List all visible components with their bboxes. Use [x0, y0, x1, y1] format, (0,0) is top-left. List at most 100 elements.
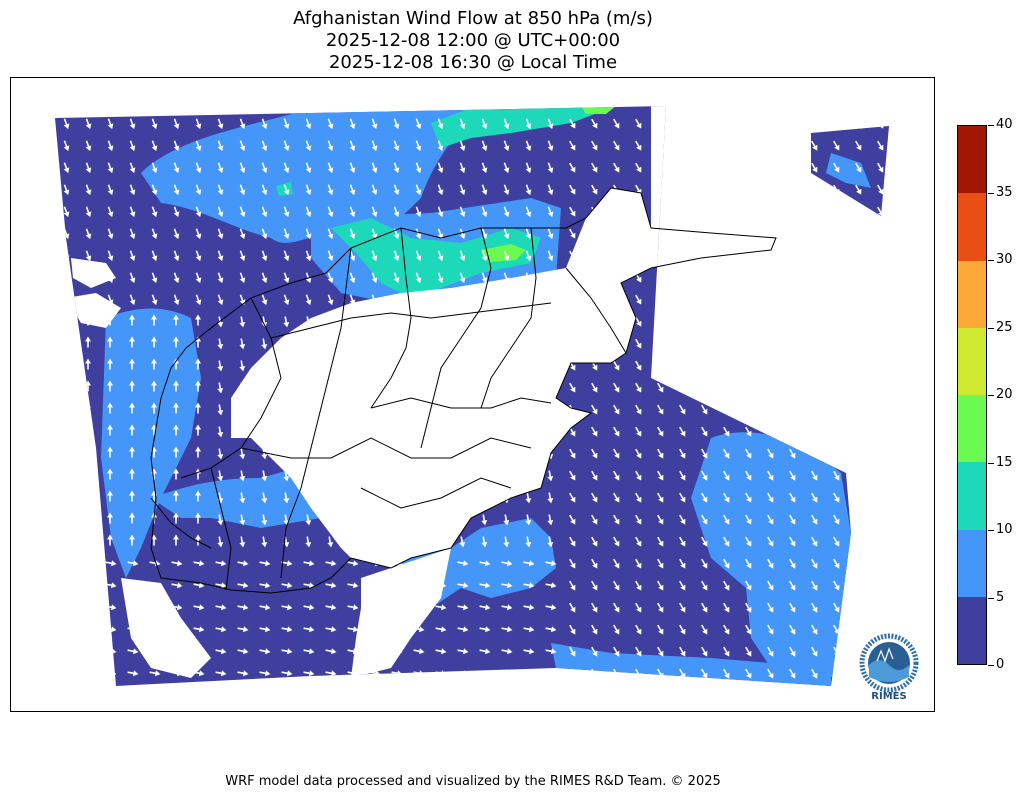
- wind-arrow-head: [88, 582, 95, 589]
- wind-arrow: [811, 404, 817, 414]
- wind-arrow-head: [283, 497, 290, 504]
- wind-arrow-head: [768, 628, 774, 635]
- wind-arrow-head: [746, 562, 752, 569]
- wind-arrow-head: [724, 540, 730, 547]
- wind-arrow-head: [239, 277, 246, 284]
- wind-arrow-head: [437, 255, 444, 262]
- wind-arrow-head: [768, 584, 774, 591]
- wind-arrow-head: [658, 518, 664, 525]
- wind-arrow-head: [768, 452, 774, 459]
- wind-arrow-head: [658, 386, 664, 393]
- wind-arrow-head: [198, 648, 205, 655]
- wind-arrow-head: [481, 409, 488, 416]
- wind-arrow-head: [305, 453, 312, 460]
- wind-arrow-head: [484, 626, 491, 633]
- wind-arrow-head: [349, 255, 356, 262]
- wind-arrow-head: [481, 497, 488, 504]
- wind-arrow-head: [371, 497, 378, 504]
- wind-arrow-head: [85, 534, 91, 540]
- wind-arrow-head: [525, 123, 532, 130]
- wind-arrow-head: [746, 606, 752, 613]
- wind-arrow-head: [878, 298, 884, 305]
- wind-arrow: [833, 118, 839, 128]
- wind-arrow: [855, 668, 861, 678]
- wind-arrow-head: [724, 364, 730, 371]
- wind-arrow-head: [151, 255, 158, 262]
- wind-arrow: [723, 206, 729, 216]
- wind-arrow-head: [349, 343, 356, 350]
- wind-arrow-head: [217, 541, 224, 548]
- wind-arrow-head: [217, 233, 224, 240]
- wind-arrow-head: [462, 582, 469, 589]
- wind-arrow-head: [790, 408, 796, 415]
- wind-arrow-head: [371, 211, 378, 218]
- wind-arrow-head: [768, 320, 774, 327]
- wind-arrow-head: [525, 431, 532, 438]
- wind-arrow-head: [878, 342, 884, 349]
- wind-arrow-head: [308, 648, 315, 655]
- wind-arrow-head: [481, 519, 488, 526]
- wind-arrow-head: [592, 474, 598, 481]
- wind-arrow-head: [878, 188, 884, 195]
- wind-arrow-head: [525, 409, 532, 416]
- afghanistan-outline: [150, 187, 777, 594]
- wind-arrow-head: [459, 541, 466, 548]
- wind-arrow-head: [856, 122, 862, 129]
- wind-arrow-head: [418, 604, 425, 611]
- wind-arrow-head: [132, 582, 139, 589]
- wind-arrow-head: [878, 364, 884, 371]
- wind-arrow-head: [239, 189, 246, 196]
- wind-arrow-head: [195, 189, 202, 196]
- wind-arrow-head: [768, 540, 774, 547]
- wind-arrow-head: [528, 560, 535, 567]
- wind-arrow-head: [614, 518, 620, 525]
- wind-arrow-head: [636, 628, 642, 635]
- wind-arrow: [833, 316, 839, 326]
- wind-arrow-head: [658, 276, 664, 283]
- wind-arrow-head: [592, 518, 598, 525]
- province-line-10: [360, 477, 512, 509]
- speed-zone-15-20-jet: [481, 244, 526, 262]
- wind-arrow-head: [63, 277, 70, 284]
- wind-arrow-head: [129, 123, 136, 130]
- wind-arrow-head: [459, 431, 466, 438]
- wind-arrow-head: [702, 408, 708, 415]
- wind-arrow-head: [702, 166, 708, 173]
- wind-arrow-head: [371, 255, 378, 262]
- wind-arrow-head: [592, 606, 598, 613]
- wind-arrow-head: [680, 518, 686, 525]
- wind-arrow: [63, 294, 69, 304]
- wind-arrow-head: [503, 475, 510, 482]
- colorbar-tick-mark: [988, 530, 994, 531]
- wind-arrow-head: [217, 431, 224, 438]
- province-line-6: [370, 397, 552, 409]
- wind-arrow-head: [570, 430, 576, 437]
- wind-arrow-head: [570, 386, 576, 393]
- wind-arrow-head: [173, 380, 179, 386]
- wind-arrow-head: [724, 518, 730, 525]
- wind-arrow-head: [305, 299, 312, 306]
- wind-arrow-head: [614, 298, 620, 305]
- wind-arrow: [61, 671, 71, 675]
- colorbar-tick-label: 40: [996, 117, 1013, 132]
- wind-arrow-head: [550, 560, 557, 567]
- wind-arrow-head: [570, 254, 576, 261]
- wind-arrow-head: [129, 167, 136, 174]
- speed-zone-5-10-se: [691, 432, 851, 678]
- wind-arrow-head: [746, 452, 752, 459]
- wind-arrow-head: [195, 233, 202, 240]
- wind-arrow-head: [264, 626, 271, 633]
- province-line-2: [280, 247, 352, 579]
- wind-arrow-head: [151, 299, 158, 306]
- wind-arrow-head: [459, 519, 466, 526]
- wind-arrow-head: [614, 364, 620, 371]
- wind-arrow-head: [107, 402, 113, 408]
- wind-arrow-head: [305, 167, 312, 174]
- wind-arrow-head: [239, 211, 246, 218]
- wind-arrow-head: [702, 188, 708, 195]
- wind-arrow-head: [462, 670, 469, 677]
- wind-arrow-head: [151, 314, 157, 320]
- province-boundaries: [150, 187, 777, 594]
- wind-arrow: [855, 338, 861, 348]
- wind-arrow-head: [878, 496, 884, 503]
